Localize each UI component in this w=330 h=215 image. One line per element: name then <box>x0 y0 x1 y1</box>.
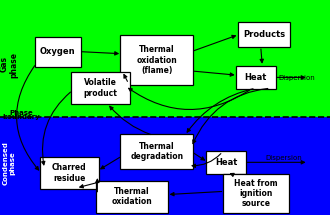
Text: Products: Products <box>243 30 285 39</box>
Text: Phase: Phase <box>10 110 33 116</box>
Text: Heat: Heat <box>215 158 237 167</box>
FancyBboxPatch shape <box>35 37 81 67</box>
FancyBboxPatch shape <box>120 35 193 85</box>
FancyBboxPatch shape <box>96 181 168 213</box>
Text: Thermal
oxidation: Thermal oxidation <box>112 187 152 206</box>
Text: boundary: boundary <box>3 114 40 120</box>
Text: Volatile
product: Volatile product <box>84 78 117 98</box>
FancyBboxPatch shape <box>71 72 130 104</box>
Text: Dispersion: Dispersion <box>266 155 302 161</box>
Text: Heat from
ignition
source: Heat from ignition source <box>234 179 278 208</box>
FancyBboxPatch shape <box>206 150 246 174</box>
Text: Charred
residue: Charred residue <box>52 163 86 183</box>
Bar <box>0 117 330 215</box>
Text: Heat: Heat <box>245 73 267 82</box>
Text: Oxygen: Oxygen <box>40 47 76 56</box>
Text: Condensed
phase: Condensed phase <box>3 141 16 185</box>
FancyBboxPatch shape <box>223 174 289 213</box>
Text: Thermal
oxidation
(flame): Thermal oxidation (flame) <box>136 45 177 75</box>
Text: Dispersion: Dispersion <box>279 75 315 81</box>
FancyBboxPatch shape <box>120 134 193 169</box>
FancyBboxPatch shape <box>40 157 99 189</box>
FancyBboxPatch shape <box>236 66 276 89</box>
Text: Thermal
degradation: Thermal degradation <box>130 142 183 161</box>
Text: Gas
phase: Gas phase <box>0 52 18 77</box>
FancyBboxPatch shape <box>238 22 290 47</box>
